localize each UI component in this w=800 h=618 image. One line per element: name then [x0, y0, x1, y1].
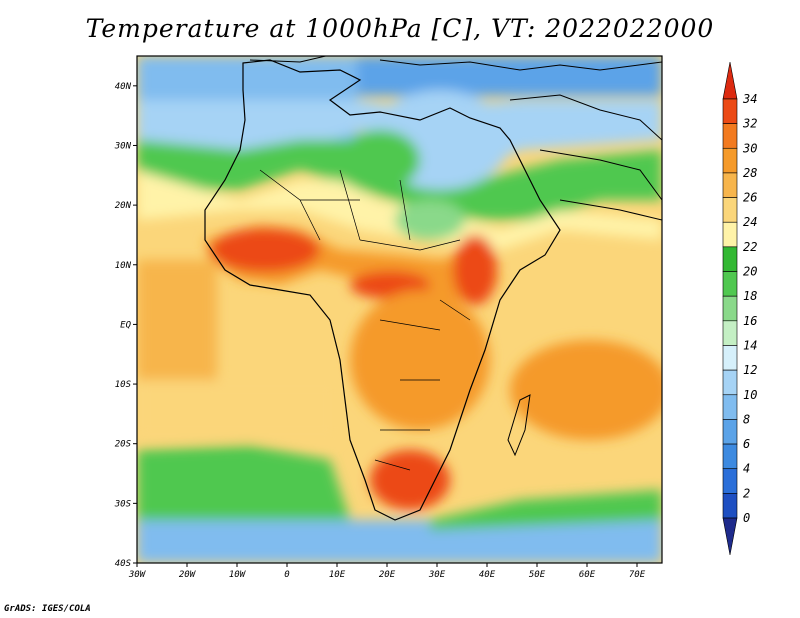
lon-tick-label: 0 [284, 570, 289, 580]
colorbar-segment [722, 197, 738, 223]
lat-tick-label: 10N [115, 261, 132, 271]
colorbar-label: 18 [743, 289, 757, 303]
country-borders [259, 169, 471, 471]
africa-coastline [204, 59, 561, 521]
coastlines [204, 56, 662, 521]
colorbar-segment [722, 493, 738, 519]
lat-tick-label: 30N [114, 141, 132, 151]
lon-tick-label: 50E [529, 570, 546, 580]
colorbar-label: 28 [743, 166, 757, 180]
colorbar-segment [722, 394, 738, 420]
colorbar-segment [722, 271, 738, 297]
colorbar-label: 24 [743, 215, 757, 229]
colorbar-segment [722, 221, 738, 248]
colorbar-segment [722, 345, 738, 371]
colorbar-segment [722, 369, 738, 396]
colorbar-label: 6 [743, 437, 750, 451]
lat-tick-label: 20S [115, 440, 132, 450]
colorbar-segment [722, 98, 738, 124]
colorbar-segment [722, 172, 738, 198]
colorbar-label: 8 [743, 412, 750, 426]
lon-tick-label: 40E [479, 570, 496, 580]
lat-tick-label: EQ [120, 320, 131, 330]
europe-coastline [249, 56, 662, 71]
colorbar-segment [722, 295, 738, 322]
lat-axis: 40N 30N 20N 10N EQ 10S 20S 30S 40S [114, 82, 137, 569]
map-title: Temperature at 1000hPa [C], VT: 20220220… [85, 14, 715, 43]
lon-axis: 30W 20W 10W 0 10E 20E 30E 40E 50E 60E 70E [128, 563, 646, 580]
colorbar-label: 0 [743, 511, 750, 525]
colorbar-segment [722, 468, 738, 494]
lat-tick-label: 30S [114, 499, 132, 509]
colorbar-label: 2 [743, 486, 750, 500]
colorbar-segment [722, 517, 738, 556]
colorbar-label: 20 [743, 265, 757, 279]
colorbar-label: 16 [743, 314, 757, 328]
colorbar-segment [722, 320, 738, 346]
lon-tick-label: 30E [428, 570, 446, 580]
colorbar-segment [722, 123, 738, 149]
lon-tick-label: 20E [379, 570, 396, 580]
colorbar-segment [722, 61, 738, 100]
lon-tick-label: 70E [629, 570, 646, 580]
colorbar-label: 34 [742, 92, 757, 106]
colorbar-label: 10 [743, 388, 757, 402]
lat-tick-label: 40S [115, 559, 132, 569]
colorbar-label: 14 [743, 338, 757, 352]
colorbar-segment [722, 419, 738, 445]
lat-tick-label: 40N [115, 82, 132, 92]
colorbar-label: 4 [743, 462, 750, 476]
colorbar-segment [722, 443, 738, 470]
lon-tick-label: 10E [329, 570, 346, 580]
colorbar-segment [722, 246, 738, 272]
grads-credit: GrADS: IGES/COLA [4, 604, 91, 614]
colorbar-label: 32 [742, 117, 757, 131]
colorbar-label: 12 [743, 363, 757, 377]
lat-tick-label: 10S [115, 380, 132, 390]
colorbar-label: 22 [743, 240, 757, 254]
temperature-field [137, 56, 662, 563]
lon-tick-label: 10W [229, 570, 247, 580]
madagascar-coastline [507, 394, 531, 457]
lon-tick-label: 20W [179, 570, 197, 580]
colorbar-segment [722, 147, 738, 174]
map-frame [136, 55, 663, 564]
lon-tick-label: 30W [128, 570, 147, 580]
lat-tick-label: 20N [115, 201, 132, 211]
colorbar-label: 30 [742, 141, 757, 155]
arabia-coastline [509, 94, 662, 221]
lon-tick-label: 60E [579, 570, 596, 580]
colorbar-label: 26 [743, 191, 757, 205]
